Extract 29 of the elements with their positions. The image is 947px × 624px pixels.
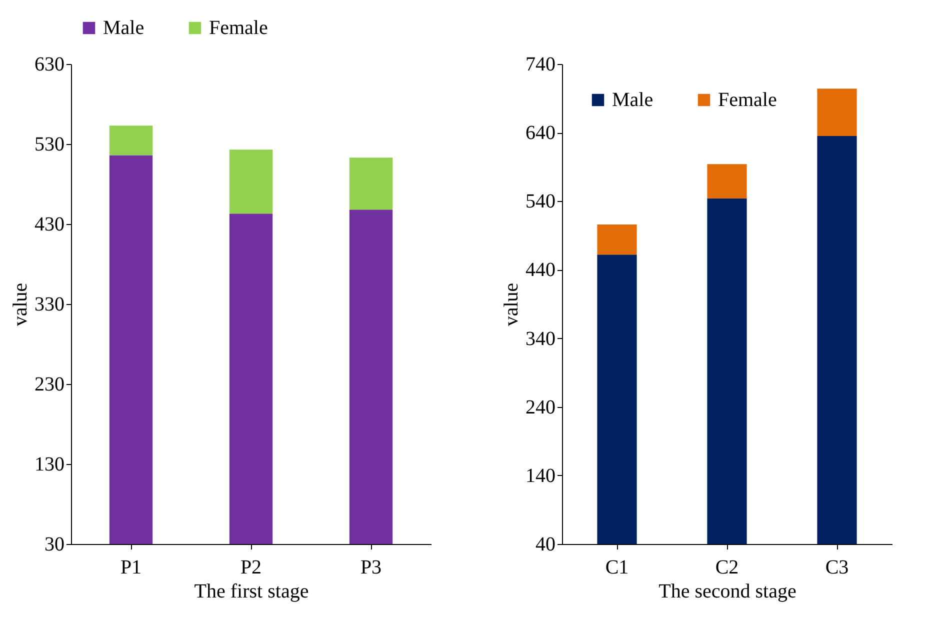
y-axis-title: value	[10, 282, 32, 326]
legend-label: Female	[209, 17, 268, 39]
y-axis-title: value	[500, 282, 522, 326]
legend-label: Male	[612, 89, 654, 111]
y-tick-label: 40	[536, 534, 556, 556]
y-tick-label: 440	[526, 259, 556, 282]
x-axis-title: The first stage	[194, 580, 309, 602]
x-tick-label: C3	[825, 556, 849, 578]
y-tick-label: 740	[526, 54, 556, 76]
legend-label: Female	[718, 89, 777, 111]
y-tick-label: 540	[526, 190, 556, 213]
x-axis-title: The second stage	[658, 580, 796, 602]
y-tick-label: 640	[526, 122, 556, 144]
y-tick-label: 240	[526, 396, 556, 418]
y-tick-label: 130	[34, 454, 64, 476]
y-tick-label: 230	[34, 374, 64, 396]
x-tick-label: C1	[605, 556, 629, 578]
x-tick-label: C2	[715, 556, 739, 578]
legend-label: Male	[103, 17, 144, 39]
x-tick-label: P3	[360, 556, 382, 578]
y-tick-label: 30	[44, 534, 64, 556]
x-tick-label: P2	[240, 556, 262, 578]
y-tick-label: 630	[34, 54, 64, 76]
y-tick-label: 430	[34, 214, 64, 236]
y-tick-label: 140	[526, 464, 556, 487]
x-tick-label: P1	[120, 556, 142, 578]
y-tick-label: 330	[34, 294, 64, 316]
y-tick-label: 340	[526, 328, 556, 350]
y-tick-label: 530	[34, 134, 64, 156]
